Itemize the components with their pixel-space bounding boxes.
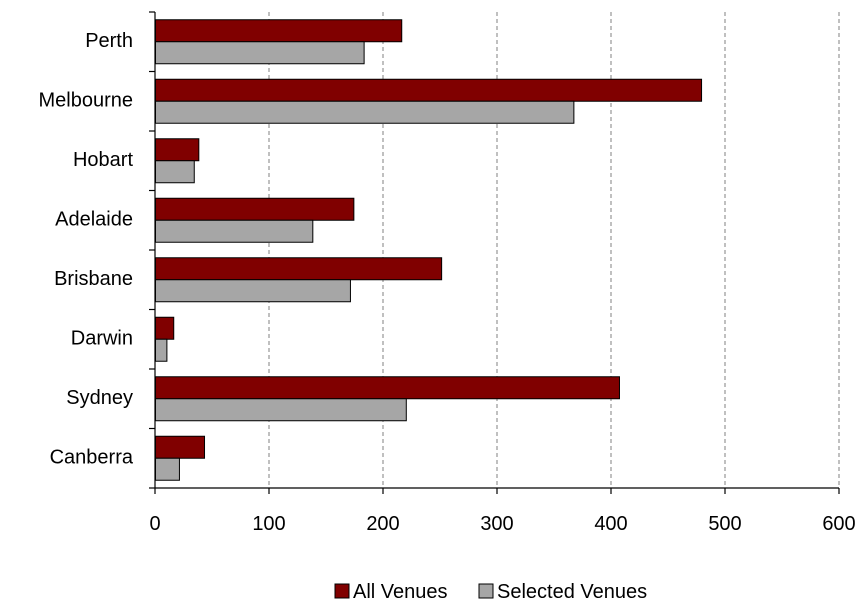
bar-brisbane-all-venues [155, 257, 443, 281]
legend-label-all-venues: All Venues [353, 581, 448, 603]
bar-adelaide-all-venues [155, 197, 355, 221]
bar-adelaide-selected-venues [155, 219, 314, 243]
legend: All Venues Selected Venues [334, 581, 647, 603]
bar-hobart-all-venues [155, 138, 200, 162]
bar-darwin-selected-venues [155, 338, 168, 362]
bar-sydney-all-venues [155, 376, 620, 400]
category-label-brisbane: Brisbane [54, 268, 133, 290]
bar-canberra-all-venues [155, 435, 206, 459]
bar-melbourne-selected-venues [155, 100, 575, 124]
legend-swatch-all-venues [334, 583, 350, 599]
category-label-darwin: Darwin [71, 328, 133, 350]
category-label-adelaide: Adelaide [55, 209, 133, 231]
category-label-perth: Perth [85, 30, 133, 52]
category-label-hobart: Hobart [73, 149, 133, 171]
category-label-sydney: Sydney [66, 387, 133, 409]
bar-perth-selected-venues [155, 41, 365, 65]
x-tick-label-300: 300 [480, 513, 513, 535]
x-tick-label-200: 200 [366, 513, 399, 535]
bar-melbourne-all-venues [155, 78, 703, 102]
tick-labels: Perth Melbourne Hobart Adelaide Brisbane Darw… [38, 30, 855, 535]
bar-perth-all-venues [155, 19, 403, 43]
bar-brisbane-selected-venues [155, 279, 351, 303]
axes [149, 11, 840, 494]
x-tick-label-500: 500 [708, 513, 741, 535]
bar-hobart-selected-venues [155, 160, 195, 184]
category-label-canberra: Canberra [50, 447, 134, 469]
bar-sydney-selected-venues [155, 398, 407, 422]
bar-canberra-selected-venues [155, 457, 180, 481]
x-tick-label-100: 100 [252, 513, 285, 535]
x-tick-label-600: 600 [822, 513, 855, 535]
legend-label-selected-venues: Selected Venues [497, 581, 647, 603]
category-label-melbourne: Melbourne [38, 90, 133, 112]
x-tick-label-400: 400 [594, 513, 627, 535]
x-tick-label-0: 0 [149, 513, 160, 535]
legend-swatch-selected-venues [478, 583, 494, 599]
bar-darwin-all-venues [155, 316, 175, 340]
bars [155, 19, 703, 481]
